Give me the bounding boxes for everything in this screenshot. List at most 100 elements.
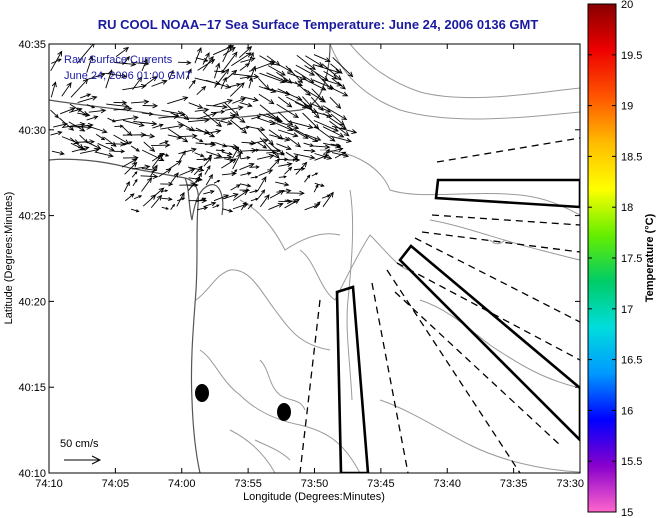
current-vector bbox=[193, 165, 203, 176]
current-vector bbox=[158, 113, 180, 119]
current-vector bbox=[114, 61, 137, 67]
current-vector bbox=[231, 73, 260, 80]
current-vector bbox=[50, 109, 60, 119]
current-vector bbox=[213, 109, 226, 114]
current-vector bbox=[269, 158, 280, 170]
contour-line bbox=[429, 219, 580, 261]
mooring-marker-1 bbox=[195, 384, 209, 402]
current-vector bbox=[123, 180, 130, 193]
current-vector bbox=[161, 197, 173, 202]
current-vector bbox=[132, 164, 151, 170]
current-vector bbox=[330, 143, 342, 148]
current-vector bbox=[142, 194, 157, 207]
current-vector bbox=[331, 152, 350, 158]
current-vector bbox=[123, 141, 133, 146]
current-vector bbox=[202, 55, 214, 71]
contour-line bbox=[329, 44, 580, 120]
x-tick-label: 74:10 bbox=[35, 478, 63, 490]
sampling-box-east bbox=[434, 178, 580, 209]
dashed-line bbox=[436, 137, 580, 163]
current-vector bbox=[222, 51, 238, 72]
y-tick-label: 40:15 bbox=[18, 382, 46, 394]
dashed-line bbox=[394, 291, 561, 446]
current-vector bbox=[50, 50, 63, 72]
current-vector bbox=[177, 60, 192, 65]
current-vector bbox=[278, 175, 287, 179]
current-vector bbox=[303, 78, 327, 91]
current-vector bbox=[130, 99, 150, 105]
current-vector bbox=[239, 183, 252, 188]
current-vector bbox=[250, 175, 259, 179]
current-vector bbox=[229, 119, 248, 134]
current-vector bbox=[122, 56, 130, 66]
current-vector bbox=[331, 125, 358, 134]
current-vector bbox=[196, 111, 218, 120]
current-vector bbox=[188, 102, 204, 109]
current-vector bbox=[160, 123, 185, 130]
current-vector bbox=[152, 123, 164, 129]
current-vector bbox=[248, 77, 253, 89]
colorbar-tick-label: 17 bbox=[621, 304, 633, 316]
current-vector bbox=[133, 195, 143, 200]
dashed-transects bbox=[299, 137, 580, 473]
current-vector bbox=[139, 133, 156, 139]
current-vector bbox=[240, 96, 259, 102]
current-vector bbox=[224, 69, 238, 81]
current-vector bbox=[276, 103, 299, 119]
current-vector bbox=[323, 113, 347, 130]
current-vector bbox=[168, 160, 182, 170]
current-vector bbox=[249, 165, 260, 169]
current-vector bbox=[284, 198, 301, 209]
current-vector bbox=[323, 70, 338, 80]
current-vector bbox=[167, 96, 189, 105]
current-vector bbox=[322, 191, 334, 208]
x-tick-label: 73:40 bbox=[433, 478, 461, 490]
colorbar-label: Temperature (°C) bbox=[644, 213, 656, 302]
current-vector bbox=[151, 142, 171, 148]
current-vector bbox=[170, 203, 175, 210]
current-vector bbox=[88, 108, 107, 114]
current-vector bbox=[61, 82, 72, 97]
colorbar-tick-label: 19 bbox=[621, 101, 633, 113]
current-vector bbox=[232, 152, 241, 170]
current-vector bbox=[206, 104, 228, 110]
current-vector bbox=[143, 141, 156, 152]
current-vector bbox=[114, 124, 124, 128]
current-vector bbox=[321, 63, 342, 81]
colorbar-ticks: 20 19.5 19 18.5 18 17.5 17 16.5 16 15.5 15 bbox=[588, 0, 642, 518]
current-vector bbox=[286, 190, 305, 196]
current-vector bbox=[86, 55, 94, 73]
contour-line bbox=[379, 399, 580, 473]
y-tick-label: 40:10 bbox=[18, 468, 46, 480]
colorbar-tick-label: 19.5 bbox=[621, 50, 642, 62]
current-vector bbox=[247, 203, 253, 210]
current-vector bbox=[323, 147, 344, 154]
current-vector bbox=[314, 153, 333, 160]
current-vector bbox=[159, 140, 169, 145]
current-vector bbox=[161, 206, 170, 210]
current-vector bbox=[187, 117, 210, 123]
y-tick-label: 40:20 bbox=[18, 296, 46, 308]
x-tick-label: 73:35 bbox=[500, 478, 528, 490]
y-tick-label: 40:35 bbox=[18, 39, 46, 51]
current-vector bbox=[330, 63, 343, 74]
map-plot-area: Raw Surface Currents June 24, 2006 01:00… bbox=[48, 43, 581, 474]
current-vector bbox=[195, 197, 207, 203]
contour-line bbox=[259, 359, 306, 411]
current-vector bbox=[304, 174, 311, 183]
current-vector bbox=[240, 156, 251, 160]
dashed-line bbox=[414, 237, 580, 323]
contour-line bbox=[489, 239, 506, 245]
current-vector bbox=[86, 104, 96, 109]
current-vector bbox=[115, 46, 130, 57]
dashed-line bbox=[421, 231, 580, 253]
current-vector bbox=[176, 191, 185, 207]
scale-arrow-label: 50 cm/s bbox=[60, 438, 99, 450]
current-vector bbox=[231, 169, 238, 175]
current-vector bbox=[203, 156, 212, 167]
map-title: RU COOL NOAA−17 Sea Surface Temperature:… bbox=[98, 17, 539, 32]
current-vector bbox=[77, 95, 98, 103]
current-vector bbox=[53, 122, 68, 128]
current-vector bbox=[222, 44, 232, 63]
contour-line bbox=[254, 439, 291, 461]
